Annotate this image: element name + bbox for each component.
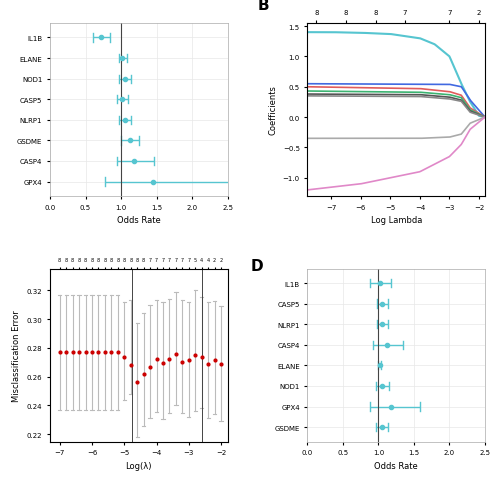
X-axis label: Log(λ): Log(λ)	[126, 461, 152, 470]
X-axis label: Log Lambda: Log Lambda	[370, 216, 422, 225]
X-axis label: Odds Rate: Odds Rate	[374, 461, 418, 470]
Y-axis label: Misclassification Error: Misclassification Error	[12, 310, 21, 401]
X-axis label: Odds Rate: Odds Rate	[117, 216, 160, 225]
Text: D: D	[250, 259, 264, 274]
Y-axis label: Coefficients: Coefficients	[268, 85, 277, 135]
Text: B: B	[258, 0, 270, 13]
